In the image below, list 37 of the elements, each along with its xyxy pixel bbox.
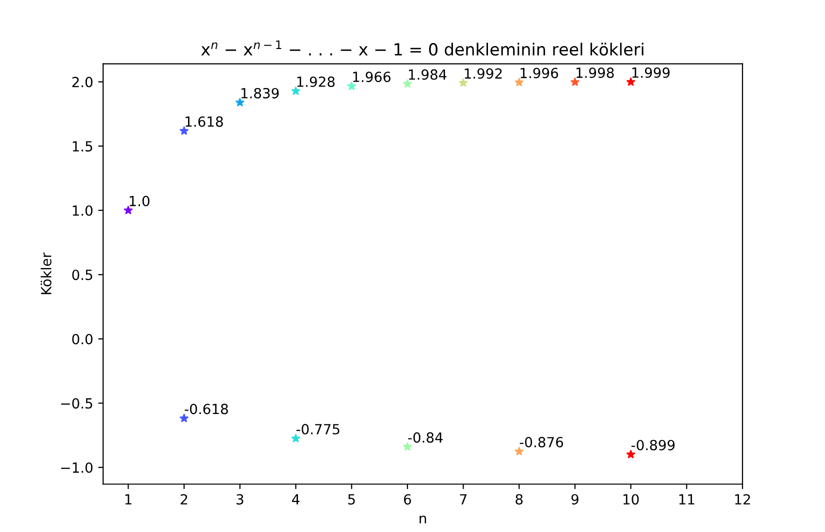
data-label: -0.618	[184, 404, 228, 414]
data-label: 1.966	[353, 72, 390, 82]
x-tick-label: 6	[404, 494, 411, 505]
chart-title: x$^{n}$ − x$^{n−1}$ − . . . − x − 1 = 0 denkleminin reel kökleri	[201, 40, 644, 56]
data-label: 1.618	[186, 116, 223, 127]
data-label: -0.899	[632, 440, 675, 450]
x-tick-label: 7	[460, 494, 467, 504]
y-tick-label: 1.0	[72, 205, 92, 216]
y-tick-label: −1.0	[61, 462, 92, 473]
x-tick-label: 11	[679, 494, 694, 504]
x-tick-label: 5	[348, 494, 355, 505]
data-label: 1.996	[520, 68, 558, 78]
y-tick-label: −0.5	[61, 398, 92, 409]
data-label: -0.876	[520, 436, 564, 448]
data-label: 1.928	[297, 76, 335, 88]
x-tick-label: 1	[125, 494, 132, 504]
x-axis-title: n	[420, 516, 426, 524]
data-label: 1.839	[241, 88, 279, 98]
y-tick-label: 0.5	[72, 270, 92, 280]
y-tick-label: 2.0	[72, 76, 92, 88]
y-tick-label: 0.0	[72, 334, 92, 344]
x-tick-label: 10	[624, 494, 639, 505]
y-axis-title: Kökler	[40, 252, 52, 294]
data-label: 1.999	[632, 67, 670, 78]
x-tick-label: 2	[180, 494, 188, 504]
x-tick-label: 8	[516, 494, 523, 505]
data-label: 1.998	[576, 68, 614, 78]
data-label: -0.84	[408, 432, 443, 443]
x-tick-label: 12	[735, 494, 750, 504]
data-label: 1.992	[464, 68, 502, 79]
y-tick-label: 1.5	[72, 141, 92, 152]
x-tick-label: 3	[236, 494, 244, 505]
data-label: 1.0	[130, 196, 150, 206]
data-label: -0.775	[296, 424, 340, 434]
x-tick-label: 9	[571, 494, 578, 505]
x-tick-label: 4	[292, 494, 300, 504]
data-label: 1.984	[408, 69, 446, 80]
